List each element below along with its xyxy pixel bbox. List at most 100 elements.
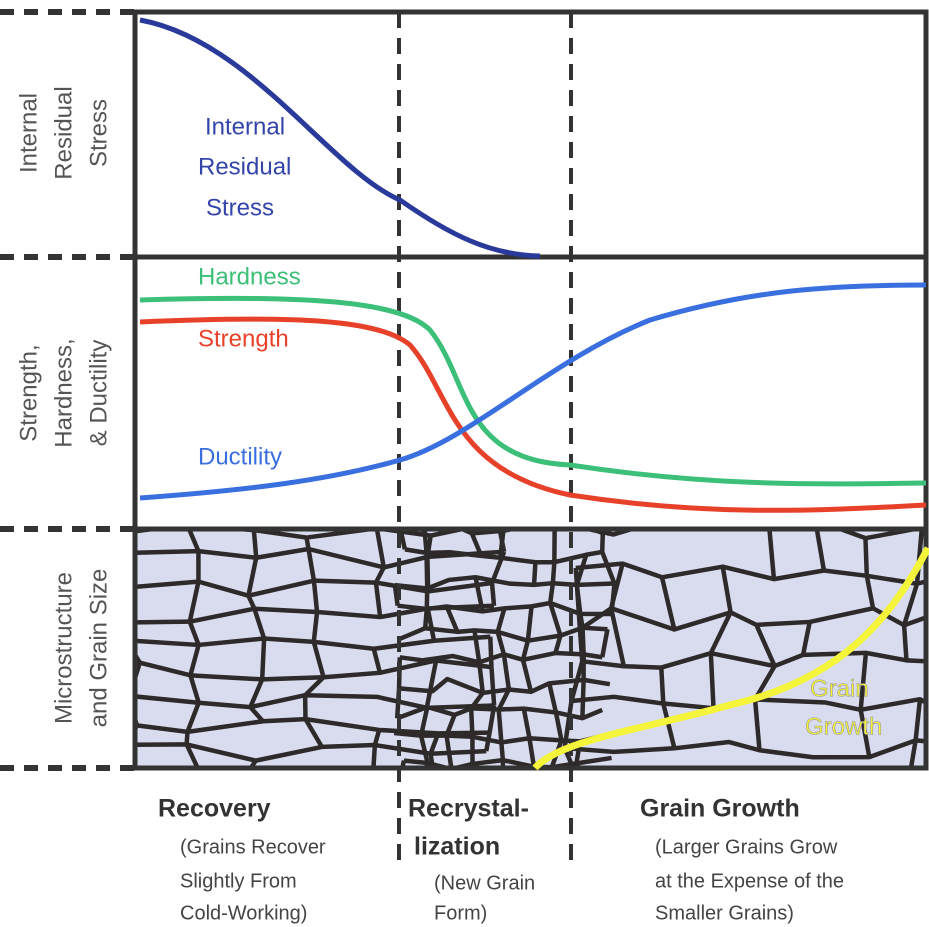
grain-boundary <box>573 567 583 630</box>
grain-boundary <box>311 611 320 643</box>
grain-boundary <box>373 582 383 618</box>
grain-boundary <box>311 580 320 613</box>
grain-boundary <box>246 557 259 597</box>
grain-boundary <box>564 738 928 760</box>
grain-boundary <box>608 563 625 609</box>
grain-boundary <box>135 530 469 540</box>
grain-boundary <box>549 766 555 768</box>
grain-boundary <box>496 688 511 711</box>
grain-boundary <box>562 747 576 768</box>
grain-boundary <box>303 717 324 749</box>
grain-boundary <box>752 699 762 751</box>
grain-boundary <box>600 628 610 658</box>
grain-boundary <box>814 530 827 571</box>
grain-boundary <box>400 760 407 768</box>
microstructure-bg <box>135 530 928 768</box>
grain-boundary <box>310 774 317 807</box>
grain-boundary <box>901 583 920 626</box>
grain-boundary <box>473 576 485 612</box>
grain-boundary <box>372 729 382 746</box>
grain-boundary <box>444 605 460 633</box>
grain-boundary <box>246 594 257 610</box>
grain-boundary <box>497 530 506 559</box>
grain-boundary <box>444 714 457 737</box>
curve-label: Growth <box>805 713 882 740</box>
stage-description: (New Grain <box>434 872 535 894</box>
grain-boundary <box>520 640 531 661</box>
stage-description: Slightly From <box>180 870 297 892</box>
grain-boundary <box>371 744 378 768</box>
grain-boundary <box>373 566 386 584</box>
grain-boundary <box>577 629 585 662</box>
axis-label: & Ductility <box>85 340 112 447</box>
grain-boundary <box>422 608 430 629</box>
grain-boundary <box>575 561 928 587</box>
grain-boundary <box>495 631 507 655</box>
grain-boundary <box>126 623 127 641</box>
grain-boundary <box>521 708 532 739</box>
grain-boundary <box>425 608 437 642</box>
stress-curve <box>139 17 541 259</box>
grain-boundary <box>252 608 267 640</box>
grain-boundary <box>371 648 383 674</box>
grain-boundary <box>623 786 633 845</box>
grain-boundary <box>495 607 507 633</box>
grain-boundary <box>468 708 475 737</box>
grain-boundary <box>548 602 563 637</box>
grain-boundary <box>469 532 484 557</box>
grain-boundary <box>550 562 557 584</box>
axis-labels: Internal Residual Stress Strength, Hardn… <box>15 86 112 727</box>
grain-boundary <box>187 581 201 623</box>
grain-boundary <box>187 530 201 553</box>
grain-boundary <box>476 661 486 694</box>
grain-boundary <box>754 623 777 667</box>
grain-boundary <box>135 661 143 686</box>
grain-boundary <box>185 701 201 733</box>
grain-boundary <box>472 630 482 663</box>
grain-boundary <box>248 705 265 723</box>
grain-boundary <box>858 652 869 710</box>
curve-label: Strength <box>198 325 289 352</box>
axis-label: Microstructure <box>50 572 77 724</box>
grain-boundary <box>489 582 497 606</box>
grain-boundary <box>530 765 537 768</box>
grain-boundary <box>311 641 326 678</box>
axis-label: and Grain Size <box>85 569 112 728</box>
grain-boundary <box>562 700 574 749</box>
grain-boundary <box>569 660 585 702</box>
grain-boundary <box>304 537 311 550</box>
grain-boundary <box>188 644 201 676</box>
curve-label: Stress <box>206 194 274 221</box>
stage-description: Smaller Grains) <box>655 902 794 924</box>
grain-boundary <box>608 607 627 667</box>
grain-growth-curve <box>532 546 929 771</box>
grain-boundary <box>531 562 538 586</box>
axis-label: Stress <box>85 99 112 167</box>
grain-boundary <box>187 620 201 646</box>
grain-boundary <box>130 778 134 815</box>
curve-label: Internal <box>205 113 285 140</box>
grain-boundary <box>661 703 677 749</box>
stage-title: Grain Growth <box>640 795 800 823</box>
grain-boundary <box>553 634 563 654</box>
grain-boundary <box>800 621 812 656</box>
grain-boundary <box>424 660 439 709</box>
grain-boundary <box>708 653 716 709</box>
grain-boundary <box>599 533 606 553</box>
grain-boundary <box>392 584 400 607</box>
curve-label: Ductility <box>198 443 282 470</box>
grain-boundary <box>547 582 556 604</box>
grain-boundary <box>488 636 494 668</box>
grain-boundary <box>418 735 430 764</box>
grain-boundary <box>600 551 617 585</box>
grain-boundary <box>130 772 486 787</box>
grain-boundary <box>399 784 615 794</box>
stage-dividers <box>397 12 573 870</box>
grain-boundary <box>908 739 918 768</box>
grain-boundary <box>248 678 265 709</box>
grain-boundary <box>864 575 876 609</box>
curves <box>139 17 929 771</box>
curve-label: Residual <box>198 153 291 180</box>
grain-boundary <box>422 530 429 554</box>
